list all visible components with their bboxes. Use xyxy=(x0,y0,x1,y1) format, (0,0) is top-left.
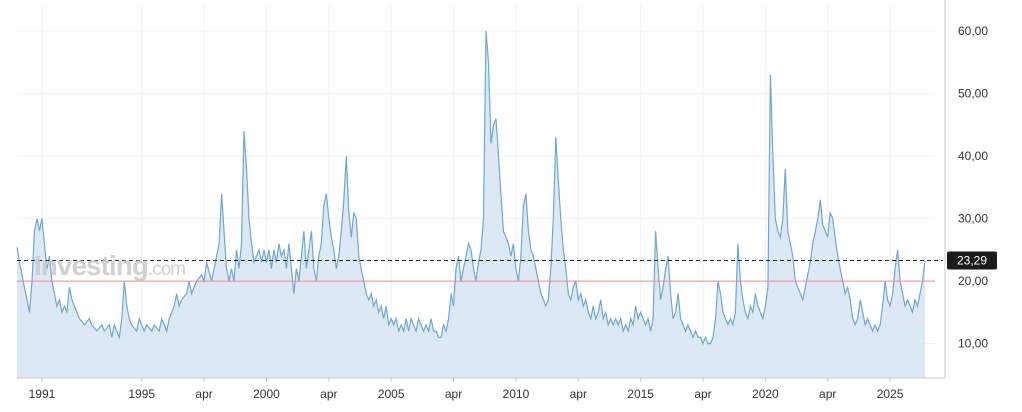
y-tick-label: 40,00 xyxy=(958,149,988,163)
x-tick-label: 2005 xyxy=(378,387,405,401)
investing-watermark-logo: Investing.com xyxy=(34,250,186,282)
x-axis: 1991 1995 apr 2000 apr 2005 apr 2010 apr 2015 apr 2… xyxy=(29,378,904,401)
x-tick-label: apr xyxy=(819,387,836,401)
y-tick-label: 30,00 xyxy=(958,212,988,226)
y-tick-label: 20,00 xyxy=(958,274,988,288)
y-tick-label: 50,00 xyxy=(958,87,988,101)
x-tick-label: apr xyxy=(445,387,462,401)
watermark-domain: .com xyxy=(147,259,186,280)
y-tick-label: 60,00 xyxy=(958,24,988,38)
x-tick-label: 2025 xyxy=(877,387,904,401)
x-tick-label: 2010 xyxy=(503,387,530,401)
last-value-label: 23,29 xyxy=(957,254,987,268)
x-tick-label: 2020 xyxy=(752,387,779,401)
watermark-brand: Investing xyxy=(34,250,149,281)
y-tick-label: 10,00 xyxy=(958,337,988,351)
y-axis: 10,00 20,00 30,00 40,00 50,00 60,00 xyxy=(958,24,988,351)
x-tick-label: apr xyxy=(694,387,711,401)
x-tick-label: 1991 xyxy=(29,387,56,401)
x-tick-label: 1995 xyxy=(128,387,155,401)
series-area-fill xyxy=(17,31,925,378)
series-line xyxy=(16,30,926,346)
x-tick-label: apr xyxy=(195,387,212,401)
x-tick-label: apr xyxy=(570,387,587,401)
last-value-badge: 23,29 xyxy=(947,251,997,270)
last-value-badge-bg xyxy=(947,251,997,270)
x-tick-label: apr xyxy=(320,387,337,401)
x-tick-label: 2000 xyxy=(253,387,280,401)
x-tick-label: 2015 xyxy=(627,387,654,401)
